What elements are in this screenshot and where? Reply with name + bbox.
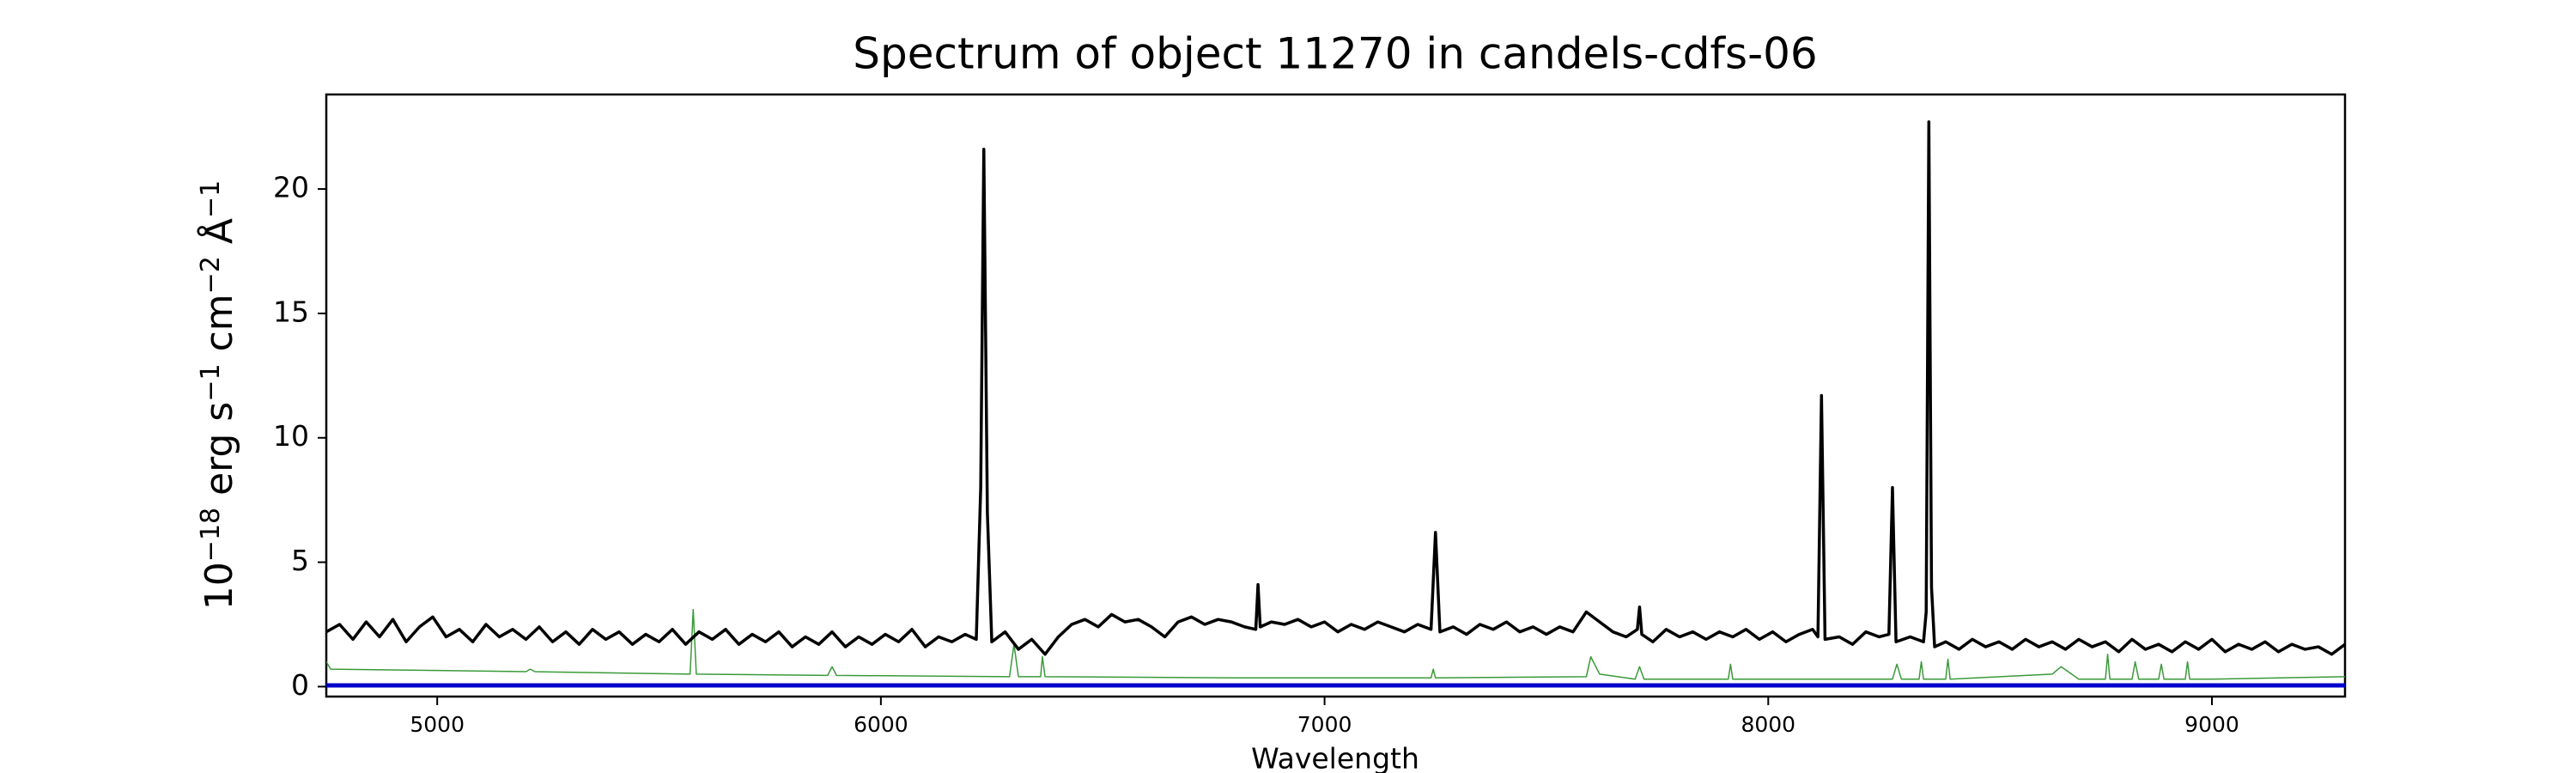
y-label-part: erg s bbox=[197, 402, 241, 508]
y-label-sup: −1 bbox=[196, 363, 226, 401]
spectrum-line bbox=[326, 608, 2345, 680]
y-tick-label: 0 bbox=[291, 668, 309, 702]
y-axis-label: 10−18 erg s−1 cm−2 Å−1 bbox=[196, 180, 242, 610]
spectrum-line bbox=[326, 120, 2345, 656]
y-label-part: cm bbox=[197, 294, 241, 363]
y-label-part: 10 bbox=[197, 562, 241, 610]
y-label-part: Å bbox=[196, 218, 241, 256]
y-label-sup: −18 bbox=[196, 508, 226, 562]
x-tick-label: 6000 bbox=[854, 712, 908, 737]
y-tick-label: 15 bbox=[273, 295, 309, 328]
y-tick-label: 10 bbox=[273, 419, 309, 453]
y-tick-label: 5 bbox=[291, 544, 309, 577]
x-tick-label: 9000 bbox=[2184, 712, 2239, 737]
x-tick-label: 7000 bbox=[1297, 712, 1352, 737]
y-tick-label: 20 bbox=[273, 171, 309, 204]
plot-frame bbox=[325, 93, 2347, 698]
x-tick-label: 5000 bbox=[410, 712, 465, 737]
y-label-sup: −1 bbox=[196, 180, 226, 218]
y-label-sup: −2 bbox=[196, 256, 226, 294]
x-tick-label: 8000 bbox=[1741, 712, 1795, 737]
x-axis-label: Wavelength bbox=[1251, 742, 1419, 773]
chart-title: Spectrum of object 11270 in candels-cdfs… bbox=[853, 29, 1818, 79]
